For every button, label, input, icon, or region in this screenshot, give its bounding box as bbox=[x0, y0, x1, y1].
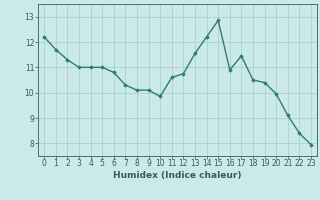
X-axis label: Humidex (Indice chaleur): Humidex (Indice chaleur) bbox=[113, 171, 242, 180]
